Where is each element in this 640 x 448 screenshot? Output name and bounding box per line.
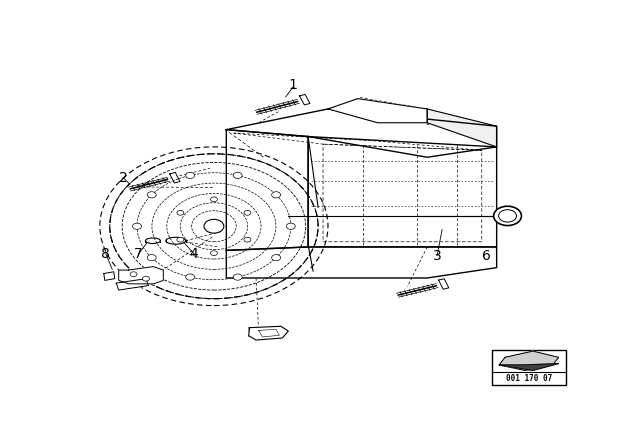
Circle shape	[233, 172, 242, 178]
Circle shape	[177, 211, 184, 215]
Circle shape	[147, 192, 156, 198]
Polygon shape	[227, 247, 497, 278]
Circle shape	[186, 274, 195, 280]
Polygon shape	[118, 267, 163, 284]
Ellipse shape	[166, 237, 186, 244]
Text: 7: 7	[134, 247, 143, 261]
Text: 5: 5	[247, 326, 255, 340]
Bar	[492, 350, 566, 385]
Circle shape	[233, 274, 242, 280]
Circle shape	[211, 251, 218, 255]
Polygon shape	[170, 172, 180, 183]
Text: 001 170 07: 001 170 07	[506, 374, 552, 383]
Circle shape	[271, 192, 280, 198]
Circle shape	[244, 237, 251, 242]
Circle shape	[211, 197, 218, 202]
Polygon shape	[308, 137, 497, 247]
Polygon shape	[300, 95, 310, 105]
Circle shape	[130, 272, 137, 276]
Polygon shape	[428, 109, 497, 147]
Ellipse shape	[145, 238, 161, 244]
Circle shape	[177, 237, 184, 242]
Circle shape	[244, 211, 251, 215]
Polygon shape	[328, 99, 428, 123]
Polygon shape	[227, 109, 497, 157]
Polygon shape	[499, 363, 559, 370]
Circle shape	[286, 223, 295, 229]
Text: 1: 1	[289, 78, 298, 92]
Text: 2: 2	[119, 171, 128, 185]
Polygon shape	[438, 279, 449, 289]
Circle shape	[493, 206, 522, 225]
Circle shape	[271, 254, 280, 261]
Polygon shape	[249, 326, 288, 340]
Text: 8: 8	[101, 247, 110, 261]
Text: 6: 6	[483, 249, 491, 263]
Circle shape	[204, 220, 224, 233]
Text: 3: 3	[433, 249, 442, 263]
Polygon shape	[227, 129, 308, 250]
Circle shape	[147, 254, 156, 261]
Circle shape	[186, 172, 195, 178]
Polygon shape	[116, 279, 148, 290]
Circle shape	[143, 276, 150, 281]
Circle shape	[132, 223, 141, 229]
Polygon shape	[499, 351, 559, 370]
Text: 4: 4	[189, 247, 198, 261]
Polygon shape	[104, 272, 115, 280]
